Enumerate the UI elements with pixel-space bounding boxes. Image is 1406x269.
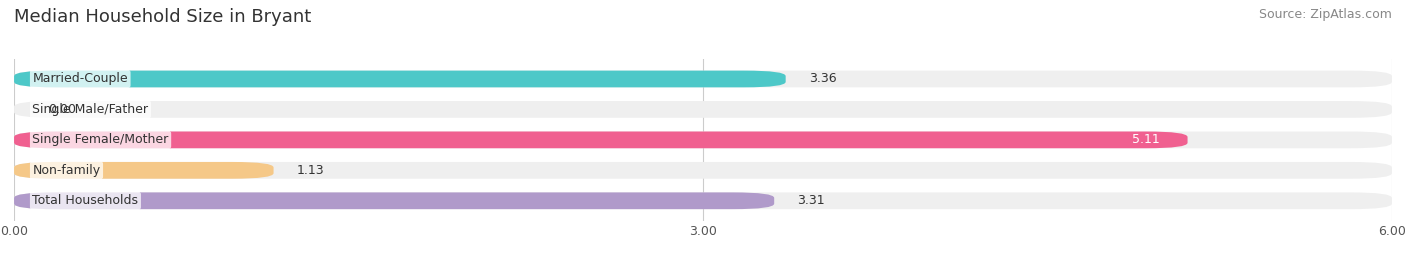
Text: 3.36: 3.36 — [808, 72, 837, 86]
FancyBboxPatch shape — [14, 192, 775, 209]
Text: Median Household Size in Bryant: Median Household Size in Bryant — [14, 8, 311, 26]
Text: Total Households: Total Households — [32, 194, 138, 207]
FancyBboxPatch shape — [14, 70, 786, 87]
FancyBboxPatch shape — [14, 162, 274, 179]
Text: 5.11: 5.11 — [1132, 133, 1160, 146]
Text: Non-family: Non-family — [32, 164, 101, 177]
FancyBboxPatch shape — [14, 101, 1392, 118]
Text: Single Male/Father: Single Male/Father — [32, 103, 149, 116]
Text: 0.00: 0.00 — [48, 103, 76, 116]
Text: Source: ZipAtlas.com: Source: ZipAtlas.com — [1258, 8, 1392, 21]
Text: Married-Couple: Married-Couple — [32, 72, 128, 86]
Text: 3.31: 3.31 — [797, 194, 825, 207]
Text: 1.13: 1.13 — [297, 164, 325, 177]
FancyBboxPatch shape — [14, 192, 1392, 209]
FancyBboxPatch shape — [14, 162, 1392, 179]
FancyBboxPatch shape — [14, 132, 1392, 148]
FancyBboxPatch shape — [14, 70, 1392, 87]
Text: Single Female/Mother: Single Female/Mother — [32, 133, 169, 146]
FancyBboxPatch shape — [14, 132, 1188, 148]
